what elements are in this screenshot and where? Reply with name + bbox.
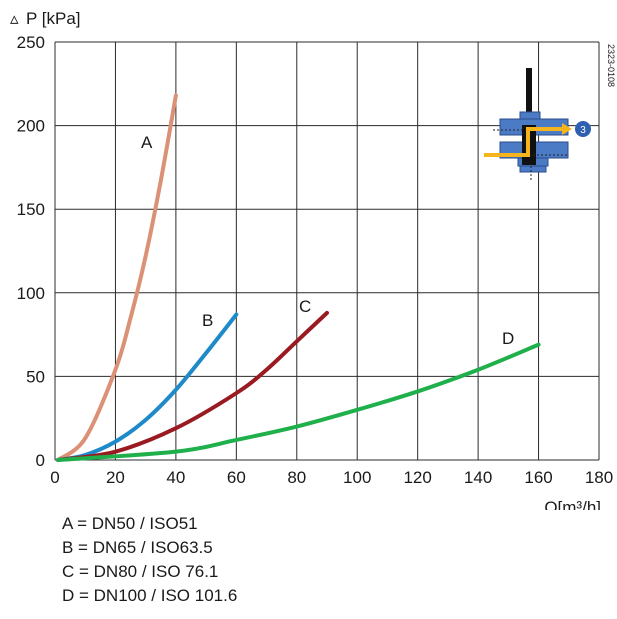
legend-item-b: B = DN65 / ISO63.5 [62,538,213,557]
drawing-code: 2323-0108 [606,44,616,87]
labels-group: 0 20 40 60 80 100 120 140 160 180 0 50 100 150 200 250 ▵… [10,9,616,510]
x-axis-title: Q[m³/h] [544,498,601,510]
x-tick-label-0: 0 [50,468,59,487]
flow-path [484,127,566,157]
x-tick-label-80: 80 [287,468,306,487]
legend: A = DN50 / ISO51 B = DN65 / ISO63.5 C = … [62,512,237,608]
x-tick-label-60: 60 [227,468,246,487]
chart: 3 0 20 40 60 80 100 120 140 160 180 0 50 100 150 200 25… [10,9,616,510]
x-tick-label-140: 140 [464,468,492,487]
series-line-c [56,310,329,462]
port-badge-label: 3 [580,125,586,136]
series-group [56,93,541,462]
grid [54,41,600,461]
series-line-a [56,93,178,462]
legend-item-a: A = DN50 / ISO51 [62,514,198,533]
x-tick-label-160: 160 [524,468,552,487]
y-tick-label-250: 250 [17,33,45,52]
y-tick-label-0: 0 [36,451,45,470]
y-axis-title: P [kPa] [26,9,81,28]
y-tick-label-150: 150 [17,200,45,219]
x-tick-label-40: 40 [166,468,185,487]
flow-arrow-head [562,123,572,135]
valve-diagram: 3 [484,68,591,180]
y-tick-label-200: 200 [17,117,45,136]
port-badge-circle [575,121,591,137]
curve-label-c: C [299,297,311,316]
x-tick-label-20: 20 [106,468,125,487]
x-tick-label-100: 100 [343,468,371,487]
valve-bonnet [519,111,541,120]
legend-item-d: D = DN100 / ISO 101.6 [62,586,238,605]
curve-label-a: A [141,133,153,152]
y-axis-delta-symbol: ▵ [10,9,19,28]
curve-label-d: D [502,329,514,348]
series-line-d [56,342,541,462]
y-tick-label-50: 50 [26,367,45,386]
valve-stem [526,68,532,114]
x-tick-label-180: 180 [585,468,613,487]
legend-item-c: C = DN80 / ISO 76.1 [62,562,219,581]
valve-foot [519,165,547,173]
x-tick-label-120: 120 [403,468,431,487]
curve-label-b: B [202,311,213,330]
y-tick-label-100: 100 [17,284,45,303]
